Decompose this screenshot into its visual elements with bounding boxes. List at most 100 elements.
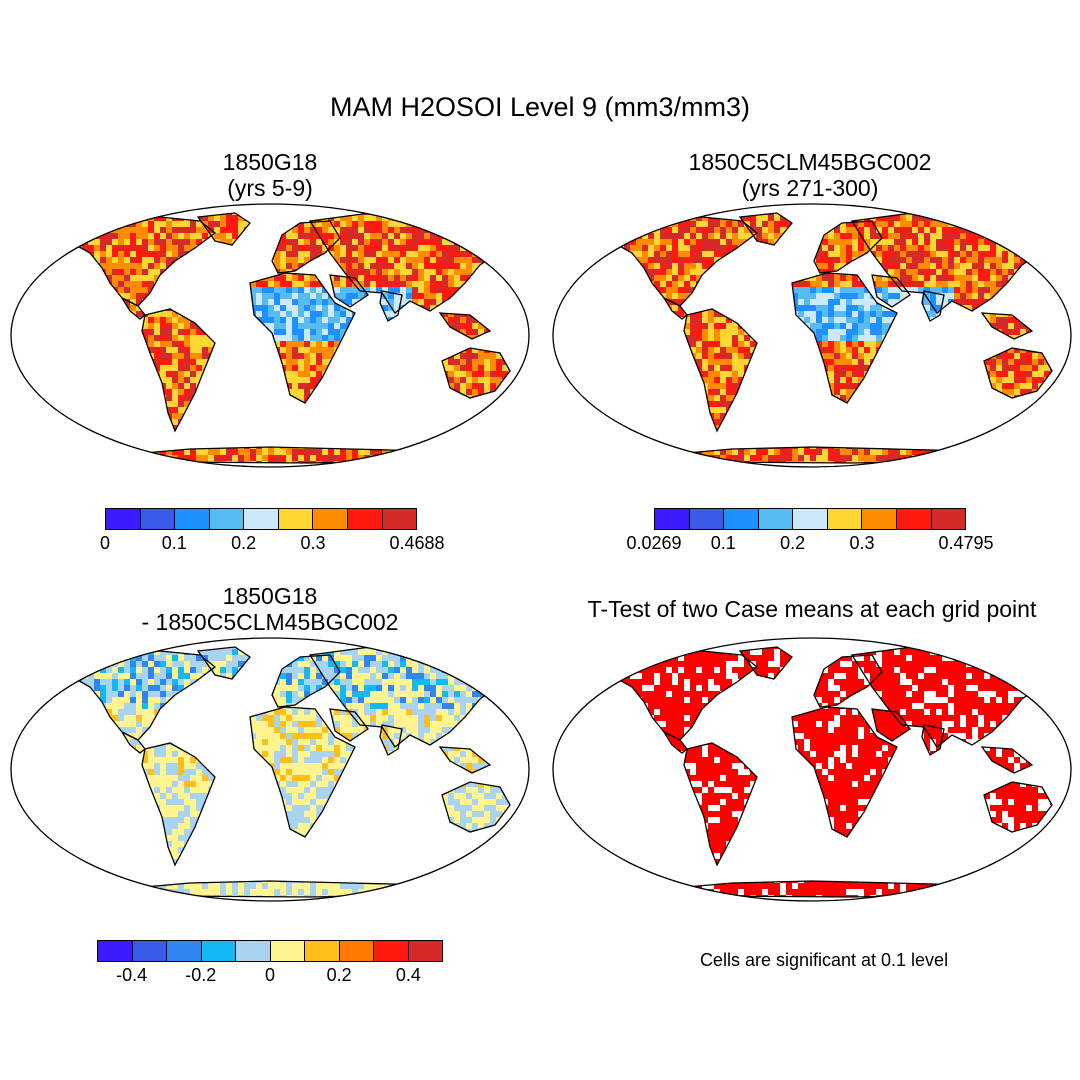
arabia-coastline — [329, 708, 369, 742]
figure-title: MAM H2OSOI Level 9 (mm3/mm3) — [329, 92, 751, 122]
panel1-title-line2: (yrs 5-9) — [227, 175, 313, 201]
map-border — [552, 637, 1072, 902]
colorbar-swatch — [209, 509, 245, 529]
colorbar-swatch — [382, 509, 417, 529]
south-america-coastline — [141, 308, 216, 433]
panel2-title-line1: 1850C5CLM45BGC002 — [688, 149, 932, 175]
india-coastline — [379, 290, 403, 322]
australia-coastline — [441, 347, 511, 399]
map-border — [10, 203, 530, 468]
greenland-coastline — [196, 212, 251, 246]
greenland-coastline — [196, 646, 251, 680]
europe-coastline — [271, 220, 341, 274]
australia-coastline — [441, 781, 511, 833]
colorbar-tick-label: 0.3 — [849, 533, 875, 553]
india-coastline — [921, 724, 945, 756]
colorbar-swatch — [167, 941, 202, 961]
se-asia-coastline — [438, 746, 492, 774]
colorbar-tick-label: 0 — [99, 533, 111, 553]
panel2-map — [552, 203, 1072, 468]
panel1-colorbar — [105, 508, 417, 530]
central-america-coastline — [662, 296, 688, 320]
colorbar-swatch — [724, 509, 759, 529]
se-asia-coastline — [438, 312, 492, 340]
europe-coastline — [271, 654, 341, 708]
colorbar-tick-label: 0.1 — [161, 533, 187, 553]
colorbar-tick-label: 0.4795 — [938, 533, 994, 553]
south-america-coastline — [683, 308, 758, 433]
central-america-coastline — [662, 730, 688, 754]
map-border — [552, 203, 1072, 468]
central-america-coastline — [120, 296, 146, 320]
north-america-coastline — [602, 216, 759, 307]
colorbar-tick-label: 0.1 — [710, 533, 736, 553]
australia-coastline — [983, 347, 1053, 399]
colorbar-tick-label: 0.2 — [231, 533, 257, 553]
colorbar-tick-label: 0.2 — [780, 533, 806, 553]
colorbar-swatch — [374, 941, 409, 961]
panel1-title: 1850G18 (yrs 5-9) — [60, 149, 480, 201]
colorbar-swatch — [655, 509, 690, 529]
colorbar-swatch — [278, 509, 314, 529]
colorbar-tick-label: 0.4688 — [389, 533, 445, 553]
greenland-coastline — [738, 646, 793, 680]
colorbar-swatch — [140, 509, 176, 529]
colorbar-swatch — [244, 509, 279, 529]
panel3-title: 1850G18 - 1850C5CLM45BGC002 — [60, 583, 480, 635]
panel2-title-line2: (yrs 271-300) — [741, 175, 879, 201]
australia-coastline — [983, 781, 1053, 833]
colorbar-swatch — [689, 509, 725, 529]
colorbar-swatch — [408, 941, 442, 961]
africa-coastline — [791, 706, 898, 838]
colorbar-swatch — [313, 509, 348, 529]
panel4-note: Cells are significant at 0.1 level — [699, 950, 949, 970]
panel4-title: T-Test of two Case means at each grid po… — [542, 596, 1080, 622]
north-america-coastline — [60, 650, 217, 741]
panel3-title-line1: 1850G18 — [222, 583, 318, 609]
colorbar-tick-label: 0.3 — [300, 533, 326, 553]
panel4-map — [552, 637, 1072, 902]
colorbar-swatch — [132, 941, 167, 961]
north-america-coastline — [60, 216, 217, 307]
north-america-coastline — [602, 650, 759, 741]
greenland-coastline — [738, 212, 793, 246]
africa-coastline — [249, 272, 356, 404]
south-america-coastline — [683, 742, 758, 867]
colorbar-swatch — [347, 509, 383, 529]
colorbar-swatch — [793, 509, 828, 529]
arabia-coastline — [871, 708, 911, 742]
panel2-title: 1850C5CLM45BGC002 (yrs 271-300) — [600, 149, 1020, 201]
india-coastline — [379, 724, 403, 756]
colorbar-tick-label: 0.2 — [326, 965, 352, 985]
arabia-coastline — [329, 274, 369, 308]
arabia-coastline — [871, 274, 911, 308]
map-border — [10, 637, 530, 902]
panel3-title-line2: - 1850C5CLM45BGC002 — [141, 609, 399, 635]
africa-coastline — [249, 706, 356, 838]
panel4-title-line1: T-Test of two Case means at each grid po… — [587, 596, 1037, 622]
colorbar-swatch — [98, 941, 133, 961]
panel3-colorbar — [97, 940, 443, 962]
colorbar-swatch — [896, 509, 932, 529]
colorbar-tick-label: -0.2 — [185, 965, 217, 985]
europe-coastline — [813, 220, 883, 274]
africa-coastline — [791, 272, 898, 404]
panel2-colorbar — [654, 508, 966, 530]
central-america-coastline — [120, 730, 146, 754]
europe-coastline — [813, 654, 883, 708]
panel3-map — [10, 637, 530, 902]
colorbar-swatch — [827, 509, 863, 529]
panel1-title-line1: 1850G18 — [222, 149, 318, 175]
colorbar-swatch — [305, 941, 340, 961]
panel1-map — [10, 203, 530, 468]
colorbar-swatch — [236, 941, 271, 961]
se-asia-coastline — [980, 746, 1034, 774]
colorbar-swatch — [175, 509, 210, 529]
colorbar-swatch — [201, 941, 236, 961]
colorbar-tick-label: 0.4 — [395, 965, 421, 985]
colorbar-swatch — [270, 941, 305, 961]
colorbar-tick-label: 0.0269 — [626, 533, 682, 553]
colorbar-swatch — [339, 941, 374, 961]
india-coastline — [921, 290, 945, 322]
se-asia-coastline — [980, 312, 1034, 340]
